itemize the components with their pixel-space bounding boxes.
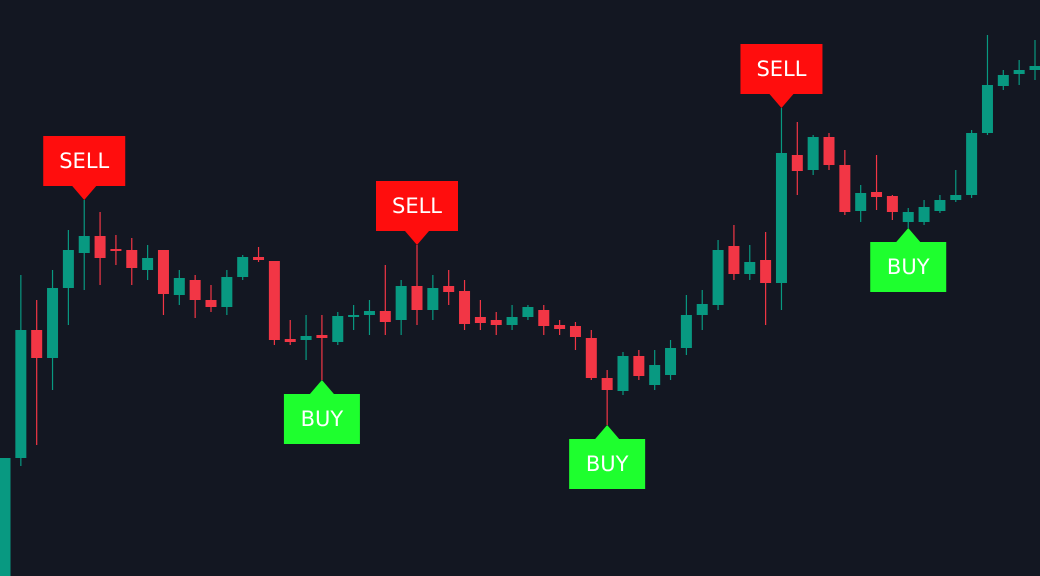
candle-body (728, 246, 740, 274)
candle-body (157, 250, 169, 294)
candle-body (554, 325, 566, 329)
candle-body (522, 307, 534, 317)
candle-body (538, 310, 550, 326)
candle-body (47, 288, 59, 358)
candle-body (823, 137, 835, 165)
candle-body (966, 133, 978, 195)
signal: BUY (283, 380, 360, 444)
candle-body (855, 193, 867, 211)
sell-label (740, 44, 823, 108)
candle-body (15, 330, 27, 458)
candle-body (126, 250, 138, 268)
candle-body (459, 291, 471, 324)
signal-text: SELL (59, 149, 109, 173)
candle-body (110, 249, 122, 251)
signal: SELL (740, 44, 823, 108)
candle-body (680, 315, 692, 348)
candle-body (332, 316, 344, 342)
candle-body (791, 155, 803, 171)
candle-body (395, 286, 407, 320)
candle-body (601, 378, 613, 390)
candle-body (411, 286, 423, 310)
candle-body (760, 260, 772, 283)
candle-body (950, 195, 962, 200)
buy-label (569, 425, 646, 489)
candle-body (617, 356, 629, 391)
candle-body (918, 207, 930, 222)
candle-body (62, 250, 74, 288)
candle-body (300, 336, 312, 340)
candle-body (506, 317, 518, 325)
signal: SELL (376, 181, 458, 245)
candle-body (886, 196, 898, 212)
candle-body (94, 236, 106, 258)
signal: BUY (870, 228, 947, 292)
candle-body (316, 335, 328, 338)
signal-text: BUY (301, 407, 344, 431)
sell-label (376, 181, 458, 245)
candle-body (1013, 70, 1025, 74)
candle-body (363, 311, 375, 315)
candle-body (221, 277, 233, 307)
candle-body (427, 288, 439, 310)
candle-body (585, 338, 597, 378)
candle-body (649, 365, 661, 385)
candle-body (633, 356, 645, 376)
candle-body (490, 320, 502, 325)
candle-body (744, 262, 756, 274)
candle-body (839, 165, 851, 212)
candle-body (268, 261, 280, 340)
candle-body (981, 85, 993, 133)
candle-body (902, 212, 914, 222)
candle-body (284, 339, 296, 342)
candle-body (379, 311, 391, 322)
candle-body (997, 75, 1009, 86)
candle-body (665, 348, 677, 375)
candle-body (253, 257, 265, 260)
buy-label (283, 380, 360, 444)
candle-body (31, 330, 43, 358)
sell-label (43, 136, 126, 200)
candle-body (348, 315, 360, 317)
candle-body (205, 300, 217, 307)
candle-body (443, 286, 455, 292)
candle-body (142, 258, 154, 270)
candle-body (775, 153, 787, 283)
candle-body (0, 458, 11, 576)
candle-body (189, 280, 201, 300)
candle-body (78, 236, 90, 253)
candle-body (807, 137, 819, 170)
candle-body (934, 200, 946, 211)
signal-text: BUY (887, 255, 930, 279)
candle-body (237, 257, 249, 277)
signal-text: SELL (756, 57, 806, 81)
candle-body (569, 326, 581, 337)
signal: BUY (569, 425, 646, 489)
candle-body (474, 317, 486, 323)
signal-text: BUY (586, 452, 629, 476)
candle-body (871, 192, 883, 197)
candle-body (712, 250, 724, 305)
candle-body (1029, 66, 1040, 70)
signal-text: SELL (392, 194, 442, 218)
signal: SELL (43, 136, 126, 200)
candle-body (696, 304, 708, 315)
buy-label (870, 228, 947, 292)
candle-body (173, 278, 185, 295)
